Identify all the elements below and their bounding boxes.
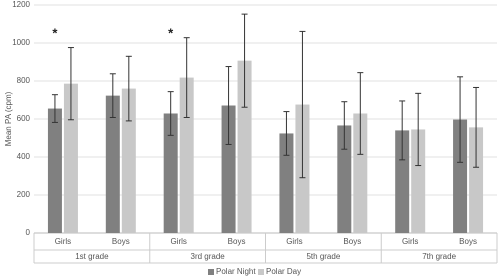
bar <box>453 119 468 233</box>
y-tick-label: 400 <box>17 152 31 161</box>
bar <box>179 77 194 233</box>
x-tick-label: Boys <box>228 237 246 246</box>
bar <box>337 125 352 233</box>
x-tick-label: Girls <box>286 237 302 246</box>
bar <box>63 83 78 233</box>
x-tick-label: Girls <box>402 237 418 246</box>
group-label: 5th grade <box>306 252 340 261</box>
bar <box>237 60 252 233</box>
y-tick-label: 1200 <box>12 0 30 9</box>
bar <box>411 129 426 233</box>
group-label: 7th grade <box>422 252 456 261</box>
significance-marker: * <box>168 25 174 40</box>
legend-swatch <box>258 269 264 275</box>
x-tick-label: Girls <box>170 237 186 246</box>
legend-label: Polar Day <box>266 267 301 276</box>
bar <box>47 108 62 233</box>
x-tick-label: Girls <box>55 237 71 246</box>
bar <box>221 105 236 233</box>
bar <box>279 133 294 233</box>
y-tick-label: 200 <box>17 190 31 199</box>
bar <box>353 113 368 233</box>
x-tick-label: Boys <box>343 237 361 246</box>
y-tick-label: 800 <box>17 76 31 85</box>
bar <box>395 130 410 233</box>
bar <box>163 113 178 233</box>
x-tick-label: Boys <box>112 237 130 246</box>
y-tick-label: 600 <box>17 114 31 123</box>
bar <box>105 95 120 233</box>
significance-marker: * <box>52 25 58 40</box>
bar <box>469 127 484 233</box>
y-tick-label: 1000 <box>12 38 30 47</box>
group-label: 1st grade <box>75 252 109 261</box>
y-tick-label: 0 <box>26 228 31 237</box>
group-label: 3rd grade <box>191 252 226 261</box>
x-tick-label: Boys <box>459 237 477 246</box>
bar <box>121 88 136 233</box>
legend-swatch <box>208 269 214 275</box>
y-axis-label: Mean PA (cpm) <box>4 91 13 146</box>
legend-label: Polar Night <box>216 267 256 276</box>
